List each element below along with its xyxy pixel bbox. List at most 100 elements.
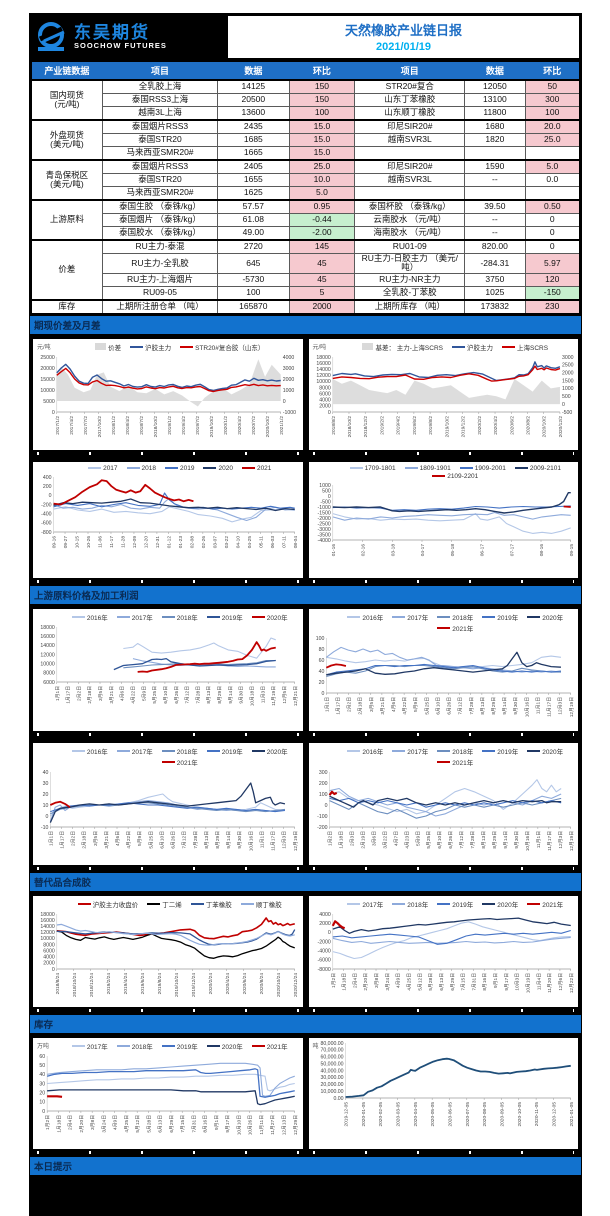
legend-swatch — [190, 902, 204, 905]
svg-text:6000: 6000 — [43, 679, 55, 685]
chart-legend: 2017年 2018年 2019年 2020年 2021年 — [309, 896, 579, 909]
series-line — [332, 920, 571, 959]
change-cell: 50 — [524, 79, 581, 94]
chart-row: 沪胶主力收盘价 丁二烯 丁苯橡胶 顺丁橡胶 18000 16000 14000 12000 10… — [30, 890, 581, 1014]
svg-text:2020/12/2: 2020/12/2 — [557, 415, 563, 437]
legend-swatch — [251, 1044, 265, 1047]
item-cell: 越南SVR3L — [354, 173, 466, 187]
svg-text:6月29日: 6月29日 — [449, 973, 455, 991]
svg-text:01-12: 01-12 — [166, 535, 172, 548]
svg-text:70,000.00: 70,000.00 — [320, 1047, 343, 1053]
svg-text:2月2日: 2月2日 — [76, 686, 82, 701]
svg-text:12-20: 12-20 — [143, 535, 149, 548]
item-cell: 印尼SIR20# — [354, 159, 466, 174]
svg-text:11-06: 11-06 — [97, 535, 103, 547]
chart-row: 万吨 2017年 2018年 2019年 2020年 2021年 60 50 40 30 20 10 0… — [30, 1032, 581, 1156]
svg-text:2020/6/2: 2020/6/2 — [509, 415, 515, 434]
svg-text:1月1日: 1月1日 — [324, 697, 330, 712]
change-cell: 230 — [524, 298, 581, 315]
svg-text:02-26: 02-26 — [201, 535, 207, 548]
legend-swatch — [459, 467, 473, 470]
svg-text:18000: 18000 — [40, 624, 55, 630]
svg-text:2018/4/2: 2018/4/2 — [125, 415, 131, 434]
svg-text:0: 0 — [561, 402, 564, 408]
item-cell: RU主力-泰混 — [101, 239, 219, 254]
svg-text:9月17日: 9月17日 — [225, 1115, 231, 1133]
svg-text:2020/8/2: 2020/8/2 — [525, 415, 531, 434]
svg-text:05-18: 05-18 — [449, 543, 455, 556]
legend-item: 1709-1801 — [349, 465, 396, 472]
svg-text:2018/10/2: 2018/10/2 — [346, 415, 352, 437]
column-header: 环比 — [524, 60, 581, 81]
legend-swatch — [95, 343, 107, 351]
item-cell: 泰国烟片 （泰铢/kg） — [101, 213, 219, 227]
chart-warehouse-stock-trend: 吨 80,000.00 70,000.00 60,000.00 50,000.00 40,… — [308, 1037, 578, 1154]
svg-text:12000: 12000 — [316, 373, 331, 379]
legend-label: 2020年 — [542, 614, 564, 622]
item-cell: 泰国生胶 （泰铢/kg） — [101, 199, 219, 214]
svg-text:-1000: -1000 — [317, 504, 330, 510]
value-cell: 13600 — [217, 106, 290, 121]
svg-text:30,000.00: 30,000.00 — [320, 1075, 343, 1081]
svg-text:2019/12/2: 2019/12/2 — [460, 415, 466, 437]
svg-text:10月16日: 10月16日 — [524, 697, 530, 717]
svg-text:7月28日: 7月28日 — [193, 831, 199, 849]
svg-text:-200: -200 — [317, 824, 327, 830]
svg-text:2020-11-05: 2020-11-05 — [534, 1101, 540, 1126]
svg-text:2017/1/2: 2017/1/2 — [55, 415, 61, 434]
table-row: 泰国RSS3上海 20500 150 山东丁苯橡胶 13100 300 — [31, 93, 581, 107]
svg-text:2020/7/2: 2020/7/2 — [251, 415, 257, 434]
table-row: 泰国STR20 1685 15.0 越南SVR3L 1820 25.0 — [31, 133, 581, 147]
series-line — [50, 801, 286, 812]
legend-item: 2019年 — [161, 1041, 198, 1051]
value-cell: 49.00 — [217, 226, 290, 241]
svg-text:10000: 10000 — [40, 936, 55, 942]
legend-item: 2018年 — [116, 1041, 153, 1051]
svg-text:4月22日: 4月22日 — [402, 697, 408, 715]
svg-text:9月30日: 9月30日 — [513, 697, 519, 715]
category-cell: 外盘现货 (美元/吨) — [30, 119, 103, 161]
svg-text:8000: 8000 — [43, 670, 55, 676]
svg-text:06-17: 06-17 — [479, 543, 485, 556]
svg-text:09-16: 09-16 — [52, 535, 58, 548]
value-cell: 1655 — [217, 173, 290, 187]
legend-label: 沪胶主力 — [145, 344, 172, 352]
legend-item: 2017年 — [71, 1041, 108, 1051]
data-table: 产业链数据 项目 数据 环比 项目 数据 环比 国内现货 (元/吨) 全乳胶上海 14125 15… — [30, 60, 581, 315]
legend-swatch — [165, 467, 179, 470]
legend-label: 2019年 — [497, 748, 519, 756]
svg-text:7月31日: 7月31日 — [471, 973, 477, 991]
series-line — [123, 637, 276, 659]
axis-unit-label: 元/吨 — [37, 344, 51, 351]
svg-text:2019-12-05: 2019-12-05 — [343, 1101, 349, 1126]
chart-legend: 2016年 2017年 2018年 2019年 2020年 2021年 — [33, 743, 303, 767]
legend-swatch — [116, 1044, 130, 1047]
svg-text:1月18日: 1月18日 — [341, 973, 347, 991]
legend-swatch — [432, 475, 446, 478]
value-cell: 1625 — [217, 186, 290, 201]
svg-text:2020/2/2: 2020/2/2 — [476, 415, 482, 434]
column-header: 产业链数据 — [30, 60, 103, 81]
svg-text:5000: 5000 — [43, 398, 55, 404]
svg-text:12月3日: 12月3日 — [557, 831, 563, 849]
legend-item: 2021年 — [437, 623, 473, 633]
value-cell: 1685 — [217, 133, 290, 147]
series-line — [332, 936, 571, 944]
value-cell: 1590 — [464, 159, 526, 174]
legend-swatch — [251, 615, 265, 618]
svg-text:5月12日: 5月12日 — [417, 973, 423, 991]
table-row: RU09-05 100 5 全乳胶-丁苯胶 1025 -150 — [31, 285, 581, 301]
legend-item: 2020年 — [527, 612, 563, 622]
svg-text:80,000.00: 80,000.00 — [320, 1040, 343, 1046]
svg-text:10-26: 10-26 — [86, 535, 92, 548]
legend-item: 1909-2001 — [459, 465, 506, 472]
chart-legend: 价差 沪胶主力 STR20#复合胶（山东） — [33, 339, 303, 352]
series-line — [50, 801, 286, 814]
daily-tips-box — [30, 1174, 581, 1215]
change-cell: 10.0 — [288, 173, 356, 187]
legend-label: 2020 — [218, 464, 233, 472]
report-header: 东吴期货 SOOCHOW FUTURES 天然橡胶产业链日报 2021/01/1… — [30, 14, 581, 60]
svg-text:2000: 2000 — [43, 960, 55, 966]
svg-text:0: 0 — [52, 966, 55, 972]
